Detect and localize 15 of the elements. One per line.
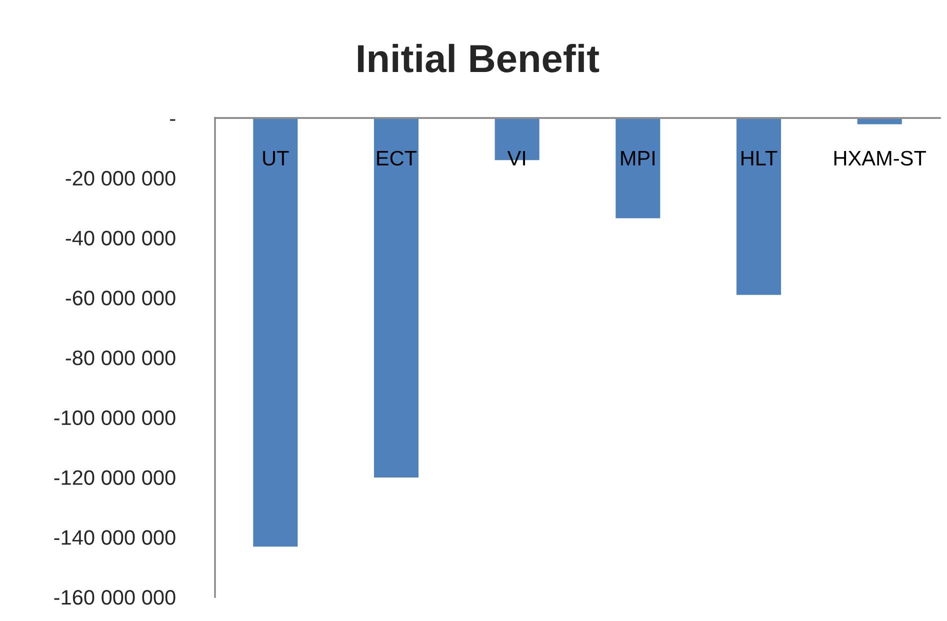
x-tick-label: UT <box>263 151 289 166</box>
y-tick-label: -120 000 000 <box>54 470 176 486</box>
y-tick-label: -60 000 000 <box>66 290 176 306</box>
chart-title: Initial Benefit <box>358 44 600 72</box>
y-tick-label: -40 000 000 <box>66 230 176 246</box>
x-tick-label: MPI <box>621 151 655 166</box>
y-tick-label: -160 000 000 <box>54 590 176 605</box>
y-tick-label: -100 000 000 <box>54 410 176 426</box>
y-tick-label: - <box>170 119 176 121</box>
x-tick-label: ECT <box>377 150 417 166</box>
x-tick-label: HLT <box>742 151 778 166</box>
y-tick-label: -140 000 000 <box>54 530 176 545</box>
y-tick-label: -20 000 000 <box>66 170 176 186</box>
y-tick-label: -80 000 000 <box>66 350 176 366</box>
x-tick-label: HXAM-ST <box>834 150 926 166</box>
